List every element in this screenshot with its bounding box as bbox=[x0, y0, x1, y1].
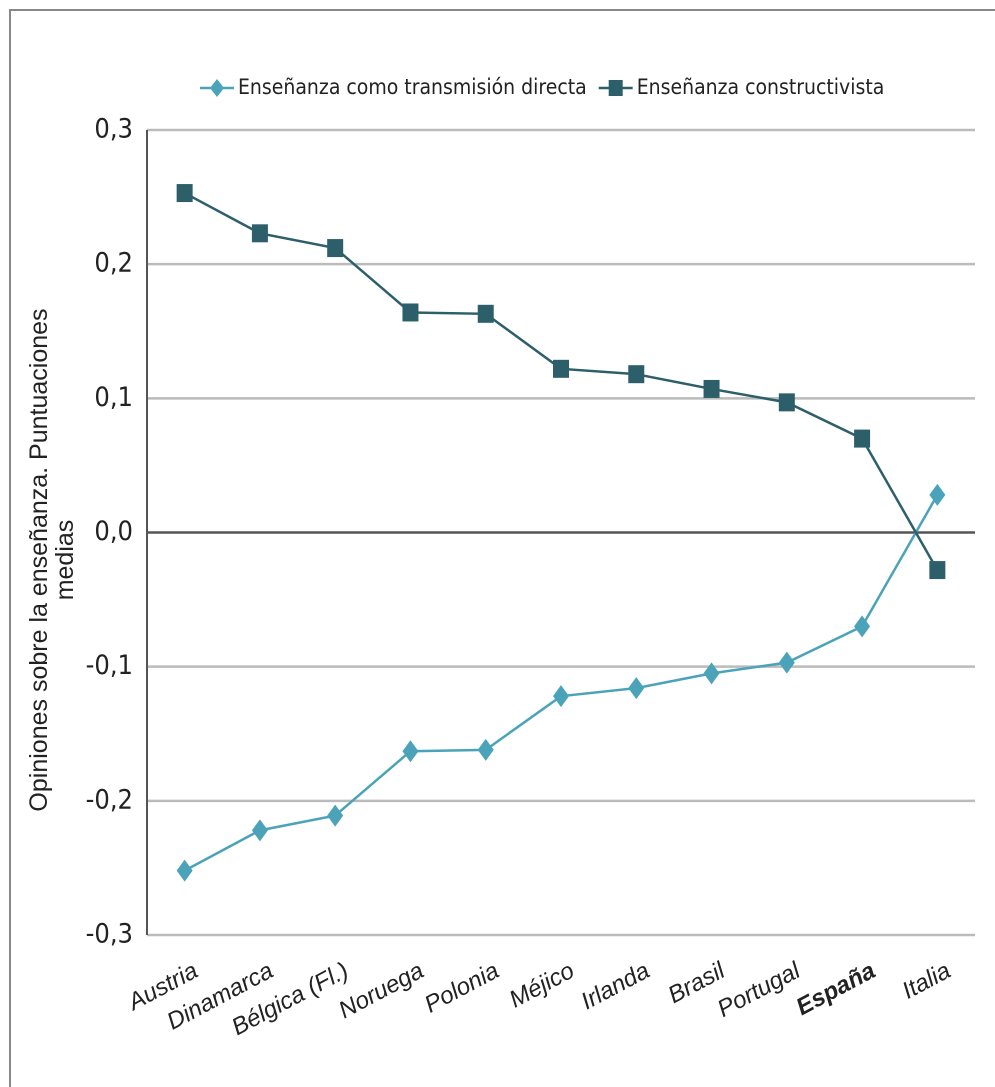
series-line bbox=[184, 191, 939, 571]
marker bbox=[251, 224, 268, 243]
legend-label: Enseñanza constructivista bbox=[637, 75, 885, 99]
marker bbox=[477, 738, 494, 761]
x-tick-label: Méjico bbox=[505, 957, 579, 1013]
marker bbox=[251, 819, 268, 842]
x-tick-label: Portugal bbox=[713, 957, 805, 1023]
y-tick-label: 0,3 bbox=[94, 114, 133, 145]
y-axis-title-group: Opiniones sobre la enseñanza. Puntuacion… bbox=[25, 308, 79, 811]
y-axis-title: Opiniones sobre la enseñanza. Puntuacion… bbox=[25, 308, 53, 811]
legend-marker bbox=[608, 80, 623, 96]
x-tick-label: Irlanda bbox=[577, 957, 654, 1015]
marker bbox=[778, 651, 795, 674]
frame bbox=[9, 9, 995, 1087]
marker bbox=[402, 740, 419, 763]
marker bbox=[929, 483, 946, 506]
y-tick-label: 0,1 bbox=[94, 382, 133, 413]
y-tick-label: -0,3 bbox=[86, 919, 133, 950]
marker bbox=[703, 379, 720, 398]
series-line bbox=[184, 494, 939, 872]
marker bbox=[929, 561, 946, 580]
marker bbox=[778, 393, 795, 412]
marker bbox=[176, 184, 193, 203]
marker bbox=[402, 303, 419, 322]
marker bbox=[628, 365, 645, 384]
marker bbox=[628, 677, 645, 700]
legend-marker bbox=[210, 79, 224, 97]
marker bbox=[553, 685, 569, 708]
marker bbox=[854, 429, 871, 448]
legend-label: Enseñanza como transmisión directa bbox=[238, 75, 587, 99]
marker bbox=[703, 662, 720, 685]
x-tick-label: Noruega bbox=[334, 957, 428, 1024]
marker bbox=[327, 239, 344, 258]
y-axis-title: medias bbox=[51, 520, 79, 601]
y-tick-label: 0,0 bbox=[94, 516, 133, 547]
y-tick-label: -0,1 bbox=[86, 650, 133, 681]
marker bbox=[477, 304, 494, 323]
marker bbox=[854, 615, 871, 638]
marker bbox=[176, 859, 193, 882]
y-tick-label: -0,2 bbox=[86, 784, 133, 815]
x-tick-label: Polonia bbox=[420, 957, 503, 1018]
marker bbox=[327, 804, 344, 827]
x-tick-label: España bbox=[792, 957, 880, 1021]
marker bbox=[553, 359, 569, 378]
x-tick-label: Italia bbox=[898, 957, 955, 1005]
y-tick-label: 0,2 bbox=[94, 248, 133, 279]
